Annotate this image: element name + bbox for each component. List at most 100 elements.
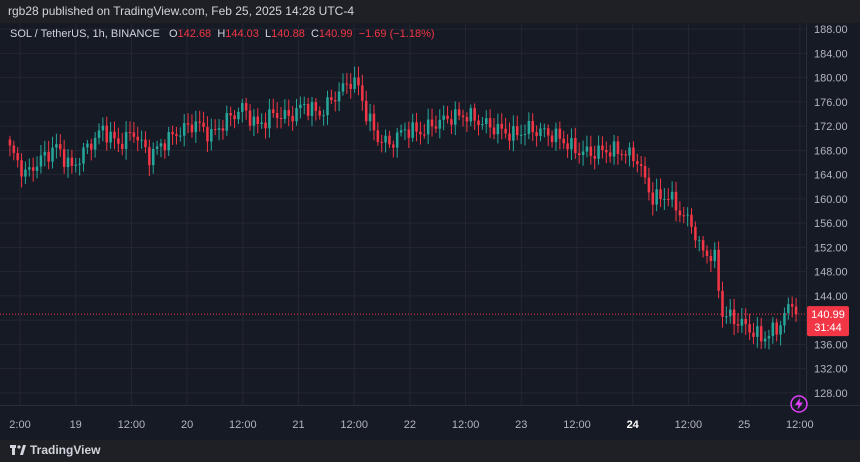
candle-body <box>426 119 430 135</box>
candle-body <box>748 324 751 333</box>
candles <box>8 66 798 350</box>
candle-body <box>241 103 244 112</box>
candle-body <box>577 153 581 155</box>
candle-body <box>144 139 147 148</box>
candle-body <box>43 151 47 156</box>
candle-body <box>624 154 627 156</box>
time-axis[interactable] <box>0 405 860 440</box>
y-axis-ticks: 188.00 184.00 180.00 176.00 172.00 168.00 164.… <box>814 24 848 400</box>
candle-body <box>593 156 596 159</box>
candle-body <box>531 120 534 133</box>
candle-body <box>597 145 600 159</box>
candle-body <box>767 336 771 339</box>
candle-body <box>93 137 97 150</box>
x-tick-label: 2:00 <box>9 419 30 431</box>
candle-body <box>353 77 356 89</box>
candle-body <box>589 146 593 157</box>
x-axis-ticks: 2:00 19 12:00 20 12:00 21 12:00 22 12:00 23 12:00 2… <box>9 419 813 431</box>
candle-body <box>225 112 229 131</box>
candle-body <box>326 97 329 116</box>
candle-body <box>736 324 740 326</box>
candle-body <box>457 109 461 116</box>
candle-body <box>210 128 213 142</box>
candle-body <box>639 164 643 167</box>
candle-body <box>674 191 678 211</box>
candle-body <box>790 304 794 307</box>
candle-body <box>55 144 58 148</box>
y-tick-label: 160.00 <box>814 194 848 206</box>
candle-body <box>446 115 449 120</box>
candle-body <box>643 166 647 178</box>
candle-body <box>415 122 418 132</box>
y-tick-label: 136.00 <box>814 339 848 351</box>
candle-body <box>97 130 101 138</box>
grid-lines <box>0 23 806 405</box>
candle-body <box>539 128 542 136</box>
candle-body <box>694 226 697 241</box>
candle-body <box>140 139 143 141</box>
candle-body <box>283 109 287 120</box>
candle-body <box>636 161 639 165</box>
candle-body <box>419 131 422 135</box>
candle-body <box>198 121 201 123</box>
candle-body <box>605 150 608 153</box>
candle-body <box>113 131 116 139</box>
candle-body <box>500 123 504 129</box>
candle-body <box>697 240 701 242</box>
price-axis[interactable] <box>806 23 860 405</box>
candle-body <box>31 167 35 171</box>
candle-body <box>132 132 136 137</box>
x-tick-label: 22 <box>404 419 416 431</box>
candle-body <box>403 129 407 131</box>
candle-body <box>179 135 182 137</box>
candle-body <box>20 160 23 177</box>
tradingview-logo[interactable]: TradingView <box>10 443 100 457</box>
candle-body <box>515 126 519 136</box>
candle-body <box>407 129 411 138</box>
candle-body <box>128 132 132 134</box>
candle-body <box>314 102 318 111</box>
candle-body <box>682 215 686 217</box>
candle-body <box>434 126 438 129</box>
candle-body <box>608 152 612 157</box>
candle-body <box>59 144 62 150</box>
y-tick-label: 180.00 <box>814 73 848 85</box>
candle-body <box>47 151 50 162</box>
candle-body <box>485 118 488 125</box>
candle-body <box>345 83 349 85</box>
legend-open-value: 142.68 <box>177 28 212 40</box>
candle-body <box>287 109 291 116</box>
candle-body <box>151 148 155 166</box>
last-price-label: 140.99 <box>811 309 845 321</box>
legend-high-value: 144.03 <box>225 28 259 40</box>
candle-body <box>310 102 314 116</box>
candle-body <box>190 124 194 133</box>
candle-body <box>28 167 31 170</box>
candle-body <box>136 136 139 141</box>
candle-body <box>361 85 364 101</box>
candle-body <box>744 318 747 325</box>
candle-body <box>244 103 248 111</box>
candle-body <box>411 122 414 138</box>
candle-body <box>721 290 724 317</box>
candle-body <box>732 309 736 325</box>
x-tick-label: 25 <box>738 419 750 431</box>
candle-body <box>163 143 167 151</box>
candle-body <box>670 191 674 200</box>
candle-body <box>756 326 759 337</box>
last-price-countdown: 31:44 <box>814 322 842 334</box>
candle-body <box>570 138 573 150</box>
candle-body <box>779 325 782 335</box>
candle-body <box>651 192 655 205</box>
flash-icon[interactable] <box>789 394 809 414</box>
candle-body <box>523 133 527 135</box>
candle-body <box>341 83 345 92</box>
candle-body <box>543 128 546 130</box>
chart-area[interactable] <box>0 23 806 405</box>
candle-body <box>554 128 558 143</box>
candle-body <box>678 210 682 216</box>
candle-body <box>376 130 380 142</box>
candle-body <box>159 143 163 147</box>
published-line: rgb28 published on TradingView.com, Feb … <box>0 0 860 23</box>
candle-body <box>16 153 19 161</box>
